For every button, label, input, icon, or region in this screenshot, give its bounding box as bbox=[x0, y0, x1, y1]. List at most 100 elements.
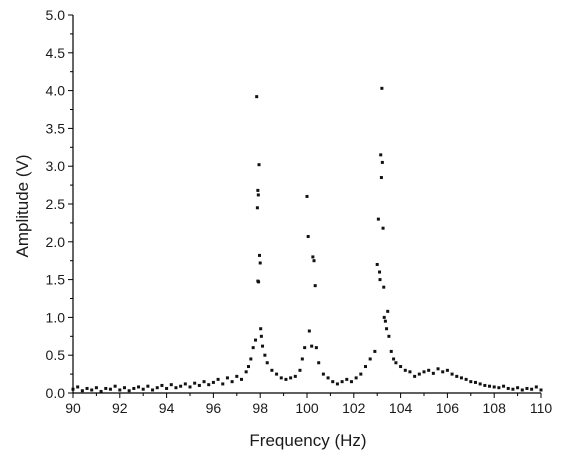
data-point bbox=[375, 262, 379, 266]
data-point bbox=[380, 160, 384, 164]
data-point bbox=[113, 384, 117, 388]
data-point bbox=[364, 365, 367, 369]
x-tick-label: 92 bbox=[112, 400, 128, 416]
data-point bbox=[108, 387, 112, 391]
data-point bbox=[270, 368, 274, 372]
data-point bbox=[275, 372, 279, 376]
data-point bbox=[179, 384, 183, 388]
data-point bbox=[225, 376, 229, 380]
data-point bbox=[254, 338, 258, 342]
data-point bbox=[193, 381, 197, 385]
data-point bbox=[431, 371, 435, 375]
data-point bbox=[122, 386, 126, 390]
data-point bbox=[151, 388, 155, 392]
data-point bbox=[385, 327, 389, 331]
data-point bbox=[137, 385, 141, 389]
x-tick-label: 108 bbox=[483, 400, 507, 416]
data-point bbox=[132, 386, 136, 390]
data-point bbox=[303, 346, 307, 350]
x-tick-label: 98 bbox=[252, 400, 268, 416]
data-point bbox=[368, 357, 372, 361]
data-point bbox=[492, 385, 496, 389]
y-tick-label: 0.0 bbox=[46, 385, 66, 401]
y-tick-label: 4.5 bbox=[46, 45, 66, 61]
data-point bbox=[306, 235, 310, 239]
data-point bbox=[478, 382, 482, 386]
data-point bbox=[379, 176, 383, 180]
data-point bbox=[76, 385, 80, 389]
data-point bbox=[488, 384, 492, 388]
x-tick-label: 110 bbox=[530, 400, 553, 416]
data-point bbox=[408, 370, 412, 374]
data-point bbox=[373, 349, 377, 353]
data-point bbox=[118, 388, 122, 392]
data-point bbox=[520, 388, 524, 392]
data-point bbox=[382, 315, 386, 319]
data-point bbox=[257, 163, 261, 167]
data-point bbox=[258, 261, 262, 265]
data-point bbox=[469, 380, 473, 384]
data-point bbox=[417, 372, 421, 376]
data-point bbox=[127, 389, 131, 393]
data-point bbox=[289, 376, 293, 380]
data-point bbox=[265, 361, 269, 365]
data-point bbox=[389, 349, 393, 353]
data-point bbox=[497, 386, 501, 390]
data-point bbox=[382, 285, 386, 289]
y-tick-label: 3.0 bbox=[46, 158, 66, 174]
data-point bbox=[141, 387, 145, 391]
data-point bbox=[165, 386, 169, 390]
data-point bbox=[255, 206, 259, 210]
data-point bbox=[387, 334, 391, 338]
y-tick-label: 0.5 bbox=[46, 347, 66, 363]
data-point bbox=[247, 365, 250, 369]
data-point bbox=[359, 372, 363, 376]
data-point bbox=[506, 386, 510, 390]
data-point bbox=[379, 153, 383, 157]
data-point bbox=[539, 388, 543, 392]
data-point bbox=[221, 382, 225, 386]
data-point bbox=[311, 255, 315, 259]
data-point bbox=[235, 374, 239, 378]
data-point bbox=[216, 377, 220, 381]
data-point bbox=[104, 386, 108, 390]
data-point bbox=[90, 388, 94, 392]
y-tick-label: 2.0 bbox=[46, 234, 66, 250]
data-point bbox=[516, 386, 520, 390]
data-point bbox=[310, 344, 314, 348]
data-point bbox=[313, 284, 317, 288]
data-point bbox=[399, 365, 403, 369]
data-point bbox=[305, 194, 309, 198]
data-point bbox=[349, 380, 353, 384]
y-tick-label: 3.5 bbox=[46, 120, 66, 136]
data-point bbox=[259, 327, 263, 331]
data-points bbox=[71, 86, 543, 393]
data-point bbox=[284, 377, 288, 381]
x-tick-label: 100 bbox=[295, 400, 319, 416]
data-point bbox=[174, 386, 178, 390]
data-point bbox=[146, 384, 150, 388]
axes bbox=[72, 15, 541, 394]
data-point bbox=[392, 357, 396, 361]
data-point bbox=[445, 368, 449, 372]
x-tick-label: 96 bbox=[206, 400, 222, 416]
data-point bbox=[257, 280, 261, 284]
data-point bbox=[256, 188, 260, 192]
y-tick-label: 1.0 bbox=[46, 309, 66, 325]
data-point bbox=[155, 386, 159, 390]
x-tick-label: 106 bbox=[436, 400, 460, 416]
data-point bbox=[413, 374, 417, 378]
data-point bbox=[259, 334, 263, 338]
data-point bbox=[383, 319, 387, 323]
data-point bbox=[211, 380, 215, 384]
data-point bbox=[354, 376, 358, 380]
data-point bbox=[331, 380, 335, 384]
data-point bbox=[255, 95, 259, 99]
data-point bbox=[251, 346, 255, 350]
data-point bbox=[188, 385, 192, 389]
data-point bbox=[85, 386, 89, 390]
data-point bbox=[197, 383, 201, 387]
data-point bbox=[455, 374, 459, 378]
data-point bbox=[386, 309, 390, 313]
data-point bbox=[381, 226, 385, 230]
